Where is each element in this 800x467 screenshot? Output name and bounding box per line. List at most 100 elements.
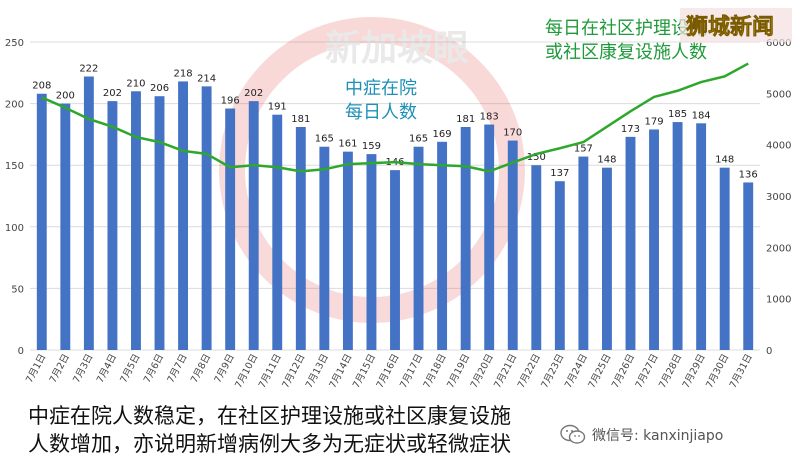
x-tick-label: 7月31日 [728, 352, 755, 390]
bar [178, 81, 189, 350]
bar [554, 181, 565, 350]
bar-data-label: 148 [597, 155, 616, 166]
bar-data-label: 173 [621, 124, 640, 135]
bar-data-label: 165 [315, 134, 334, 145]
line-series [41, 62, 749, 173]
bar-data-label: 208 [32, 81, 51, 92]
bar [272, 114, 283, 350]
x-tick-label: 7月3日 [71, 352, 95, 385]
y-right-tick-label: 0 [766, 346, 772, 357]
bar-data-label: 206 [150, 83, 169, 94]
bar-data-label: 161 [338, 139, 357, 150]
bar-series-annotation: 中症在院 每日人数 [345, 78, 423, 123]
bar [83, 76, 94, 350]
bar [36, 93, 47, 350]
y-left-tick-label: 200 [5, 100, 24, 111]
y-right-tick-label: 5000 [766, 89, 791, 100]
y-left-tick-label: 50 [11, 284, 24, 295]
bar [696, 123, 707, 350]
bar [625, 136, 636, 350]
bar [413, 146, 424, 350]
bar-data-label: 170 [503, 128, 522, 139]
x-tick-label: 7月5日 [118, 352, 142, 385]
x-tick-label: 7月1日 [24, 352, 48, 385]
y-right-tick-label: 3000 [766, 192, 791, 203]
x-tick-label: 7月6日 [142, 352, 166, 385]
bar [225, 108, 236, 350]
bar [390, 170, 400, 350]
bar [154, 96, 165, 350]
line-series-annotation: 每日在社区护理设施 或社区康复设施人数 [545, 18, 713, 63]
corner-watermark-text: 狮城新闻 [686, 14, 774, 40]
bar-data-label: 191 [268, 102, 287, 113]
bar [719, 167, 730, 350]
bar-data-label: 202 [103, 88, 122, 99]
bar [484, 124, 495, 350]
bar [131, 91, 141, 350]
bar-data-label: 185 [668, 109, 687, 120]
y-right-tick-label: 6000 [766, 38, 791, 49]
bar [743, 182, 754, 350]
x-axis-labels: 7月1日 7月2日 7月3日 7月4日 7月5日 7月6日 7月7日 7月8日 7月9日7月10… [24, 352, 755, 390]
bar-data-label: 159 [362, 141, 381, 152]
bar-data-label: 200 [56, 91, 75, 102]
y-right-tick-label: 1000 [766, 295, 791, 306]
bar [649, 129, 659, 350]
bar-data-label: 157 [574, 144, 593, 155]
bar-data-labels: 208 200 222 202 210 206 218 214 196 202 191 181 165 1… [32, 63, 758, 180]
bar [107, 101, 118, 350]
y-left-tick-label: 0 [18, 346, 24, 357]
y-right-tick-label: 4000 [766, 141, 791, 152]
y-left-tick-label: 250 [5, 38, 24, 49]
bar-data-label: 150 [527, 152, 546, 163]
bar [437, 141, 448, 350]
bar [366, 154, 377, 350]
bar-data-label: 181 [456, 114, 475, 125]
bar [60, 103, 71, 350]
bar [248, 101, 259, 350]
x-tick-label: 7月2日 [48, 352, 72, 385]
bar [507, 140, 518, 350]
bar-data-label: 196 [221, 96, 240, 107]
bar-data-label: 202 [244, 88, 263, 99]
y-right-tick-label: 2000 [766, 243, 791, 254]
bar-series [36, 76, 754, 351]
y-left-tick-label: 150 [5, 161, 24, 172]
bar [342, 151, 353, 350]
watermark-text: 新加坡眼 [325, 28, 469, 69]
bar-data-label: 181 [291, 114, 310, 125]
bar [201, 86, 212, 351]
x-tick-label: 7月4日 [95, 352, 119, 385]
bar-data-label: 214 [197, 73, 216, 84]
y-axis-left: 0 50 100 150 200 250 [5, 38, 24, 357]
bar-data-label: 184 [692, 110, 711, 121]
bar [319, 146, 330, 350]
wechat-icon [560, 424, 586, 444]
bar-data-label: 210 [126, 78, 145, 89]
bar-data-label: 218 [174, 68, 193, 79]
x-tick-label: 7月7日 [165, 352, 189, 385]
bar [672, 122, 683, 350]
bar-data-label: 136 [739, 169, 758, 180]
x-tick-label: 7月9日 [213, 352, 237, 385]
bar [531, 165, 542, 350]
bar-data-label: 137 [550, 168, 569, 179]
bar-data-label: 165 [409, 134, 428, 145]
bar-data-label: 183 [480, 112, 499, 123]
wechat-label: 微信号: kanxinjiapo [592, 428, 724, 444]
bar-data-label: 148 [715, 155, 734, 166]
bar [295, 127, 306, 351]
wechat-id: 微信号: kanxinjiapo [560, 424, 723, 446]
bar [460, 127, 471, 351]
x-tick-label: 7月8日 [189, 352, 213, 385]
caption: 中症在院人数稳定，在社区护理设施或社区康复设施 人数增加，亦说明新增病例大多为无… [28, 402, 568, 458]
bar-data-label: 169 [433, 129, 452, 140]
bar [578, 156, 589, 350]
bar-data-label: 179 [644, 116, 663, 127]
bar [601, 167, 612, 350]
caption-line-2: 人数增加，亦说明新增病例大多为无症状或轻微症状 [28, 432, 511, 456]
y-left-tick-label: 100 [5, 223, 24, 234]
y-axis-right: 0 1000 2000 3000 4000 5000 6000 [766, 38, 791, 357]
bar-data-label: 222 [79, 63, 98, 74]
